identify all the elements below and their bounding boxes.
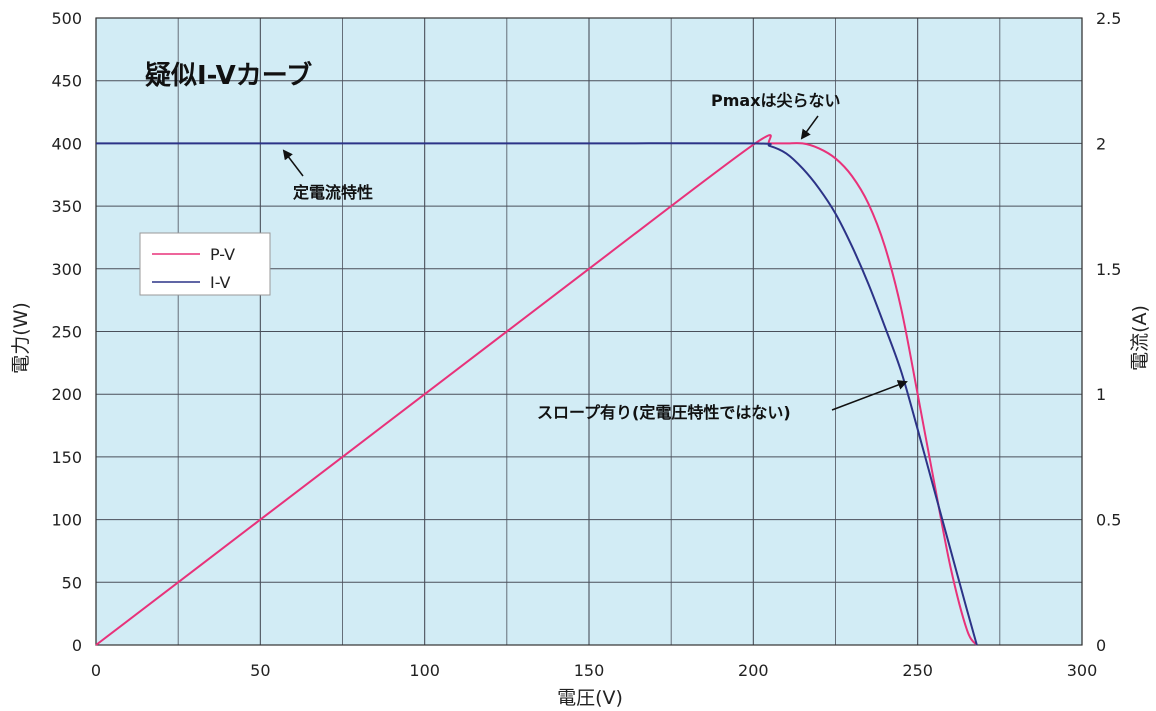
- x-tick-label: 50: [250, 661, 270, 680]
- left-tick-label: 100: [51, 511, 82, 530]
- left-tick-label: 300: [51, 260, 82, 279]
- x-tick-label: 200: [738, 661, 769, 680]
- right-axis-label: 電流(A): [1129, 305, 1151, 371]
- legend-label-pv: P-V: [210, 245, 235, 264]
- annotation-slope-arrow: [831, 380, 908, 411]
- right-tick-label: 0.5: [1096, 511, 1121, 530]
- x-axis-ticks: 0 50 100 150 200 250 300: [91, 661, 1097, 680]
- left-tick-label: 50: [62, 573, 82, 592]
- right-tick-label: 2: [1096, 134, 1106, 153]
- annotation-flat-current: 定電流特性: [292, 183, 373, 202]
- left-tick-label: 400: [51, 134, 82, 153]
- left-tick-label: 350: [51, 197, 82, 216]
- series-line-iv: [96, 142, 978, 646]
- left-tick-label: 150: [51, 448, 82, 467]
- right-tick-label: 2.5: [1096, 9, 1121, 28]
- annotation-pmax-arrow: [800, 115, 819, 140]
- left-tick-label: 0: [72, 636, 82, 655]
- annotation-slope: スロープ有り(定電圧特性ではない): [537, 403, 791, 422]
- right-tick-label: 1: [1096, 385, 1106, 404]
- chart-title: 疑似I-Vカーブ: [145, 60, 312, 91]
- right-axis-ticks: 0 0.5 1 1.5 2 2.5: [1096, 9, 1121, 655]
- legend-box: [139, 232, 271, 296]
- right-tick-label: 0: [1096, 636, 1106, 655]
- left-tick-label: 250: [51, 323, 82, 342]
- annotation-pmax: Pmaxは尖らない: [711, 91, 841, 110]
- series-line-pv: [95, 134, 978, 646]
- x-tick-label: 250: [902, 661, 933, 680]
- legend: P-V I-V: [139, 232, 271, 296]
- plot-frame: [95, 17, 1083, 646]
- left-tick-label: 450: [51, 72, 82, 91]
- x-tick-label: 150: [574, 661, 605, 680]
- x-tick-label: 300: [1067, 661, 1098, 680]
- annotation-flat-arrow: [282, 149, 304, 177]
- left-tick-label: 500: [51, 9, 82, 28]
- left-tick-label: 200: [51, 385, 82, 404]
- x-tick-label: 100: [409, 661, 440, 680]
- series-lines: [95, 134, 978, 646]
- legend-label-iv: I-V: [210, 273, 231, 292]
- left-axis-label: 電力(W): [10, 302, 32, 374]
- x-tick-label: 0: [91, 661, 101, 680]
- left-axis-ticks: 0 50 100 150 200 250 300 350 400 450 500: [51, 9, 82, 655]
- right-tick-label: 1.5: [1096, 260, 1121, 279]
- x-axis-label: 電圧(V): [557, 687, 623, 709]
